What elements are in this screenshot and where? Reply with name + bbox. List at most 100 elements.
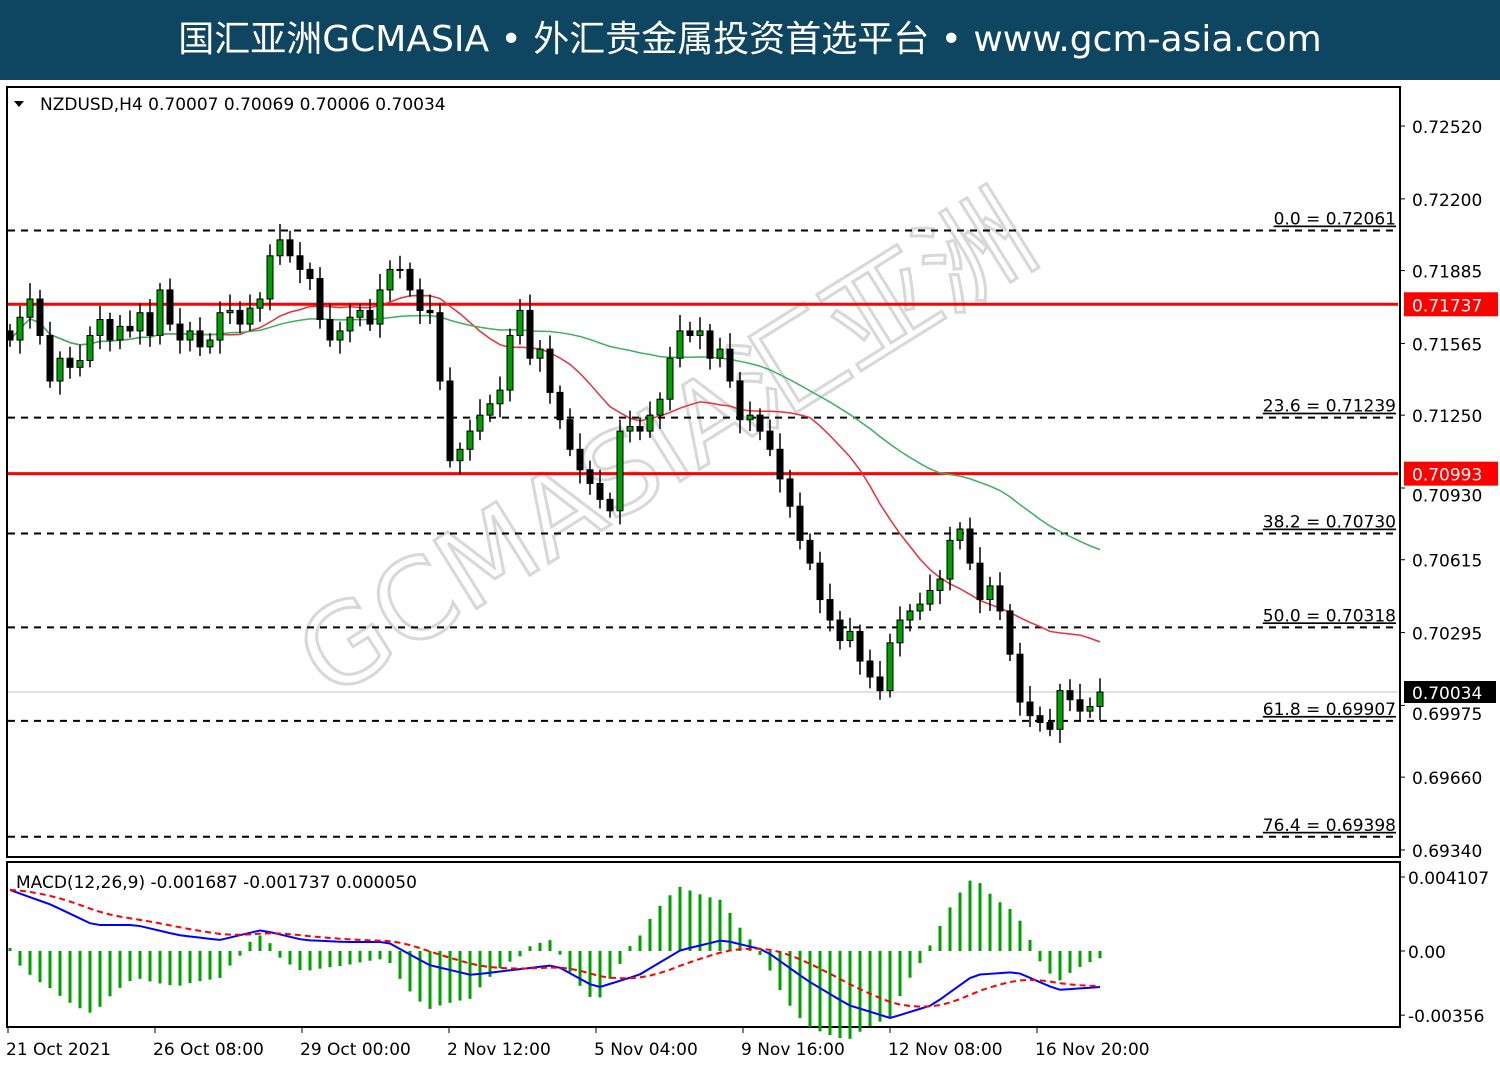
candle-bear (316, 278, 324, 321)
current-price-badge (1404, 680, 1496, 703)
candle-bull (156, 289, 164, 336)
candle-bull (346, 316, 354, 332)
dropdown-triangle-icon[interactable] (14, 101, 24, 107)
fib-label: 76.4 = 0.69398 (1263, 816, 1396, 836)
horizontal-line-label: 0.71737 (1412, 296, 1482, 316)
y-tick-label: 0.72200 (1412, 191, 1482, 211)
candle-bull (16, 316, 24, 341)
banner: 国汇亚洲GCMASIA • 外汇贵金属投资首选平台 • www.gcm-asia… (0, 0, 1500, 80)
y-tick-label: 0.71885 (1412, 263, 1482, 283)
candle-bear (966, 528, 974, 564)
candle-bull (276, 239, 284, 257)
y-tick-label: 0.70295 (1412, 625, 1482, 645)
candle-bull (356, 309, 364, 318)
candle-bull (936, 578, 944, 591)
candle-bear (526, 309, 534, 359)
candle-bear (586, 469, 594, 484)
current-price-label: 0.70034 (1412, 684, 1482, 704)
candle-bull (696, 330, 704, 336)
candle-bull (86, 334, 94, 362)
candle-bear (706, 330, 714, 359)
candle-bear (1046, 722, 1054, 730)
candle-bear (806, 539, 814, 564)
candle-bear (796, 505, 804, 541)
x-tick-label: 29 Oct 00:00 (300, 1040, 411, 1060)
candle-bear (686, 330, 694, 336)
candle-bull (476, 414, 484, 432)
fib-label: 50.0 = 0.70318 (1263, 606, 1396, 626)
candle-bull (56, 357, 64, 382)
horizontal-line-badge (1404, 461, 1498, 486)
candle-bear (556, 391, 564, 421)
candle-bear (566, 419, 574, 450)
candle-bear (406, 268, 414, 291)
horizontal-line-label: 0.70993 (1412, 466, 1482, 486)
y-tick-label: 0.69975 (1412, 705, 1482, 725)
candle-bull (946, 539, 954, 580)
candle-bull (486, 403, 494, 416)
candle-bear (1006, 610, 1014, 655)
candle-bear (826, 599, 834, 621)
y-tick-label: 0.69660 (1412, 769, 1482, 789)
candle-bull (986, 585, 994, 601)
candle-bear (876, 676, 884, 692)
candle-bear (196, 330, 204, 348)
main-pane (6, 86, 1401, 858)
candle-bear (446, 380, 454, 462)
x-tick-label: 5 Nov 04:00 (594, 1040, 698, 1060)
candle-bear (106, 319, 114, 341)
candle-bear (166, 289, 174, 325)
candle-bull (216, 312, 224, 341)
x-tick-label: 9 Nov 16:00 (741, 1040, 845, 1060)
candle-bear (1066, 690, 1074, 701)
candle-bull (656, 398, 664, 416)
candle-bull (96, 319, 104, 336)
candle-bear (816, 562, 824, 601)
candle-bear (546, 348, 554, 393)
candle-bear (736, 380, 744, 421)
x-tick-label: 16 Nov 20:00 (1035, 1040, 1150, 1060)
candle-bear (786, 478, 794, 507)
fib-label: 38.2 = 0.70730 (1263, 513, 1396, 533)
candle-bear (756, 414, 764, 432)
macd-y-tick-label: -0.00356 (1408, 1007, 1484, 1027)
candle-bull (466, 430, 474, 450)
candle-bear (976, 562, 984, 601)
candle-bear (856, 630, 864, 662)
candle-bear (296, 255, 304, 270)
candle-bear (366, 309, 374, 325)
x-tick-label: 12 Nov 08:00 (888, 1040, 1003, 1060)
candle-bear (1016, 653, 1024, 703)
candle-bull (846, 630, 854, 642)
candle-bear (126, 325, 134, 332)
horizontal-line-badge (1404, 292, 1498, 317)
candle-bull (336, 330, 344, 341)
candle-bear (576, 448, 584, 471)
candle-bear (596, 482, 604, 500)
candle-bear (1026, 701, 1034, 717)
candle-bear (1036, 715, 1044, 724)
candle-bull (716, 348, 724, 359)
candle-bull (266, 255, 274, 300)
fib-label: 0.0 = 0.72061 (1274, 210, 1396, 230)
candle-bear (436, 312, 444, 382)
candle-bull (246, 307, 254, 325)
candle-bull (496, 389, 504, 405)
candle-bull (1096, 691, 1104, 708)
candle-bear (766, 430, 774, 450)
x-tick-label: 2 Nov 12:00 (447, 1040, 551, 1060)
candle-bear (606, 498, 614, 512)
y-tick-label: 0.69340 (1412, 842, 1482, 862)
candle-bear (36, 298, 44, 336)
fib-label: 23.6 = 0.71239 (1263, 397, 1396, 417)
candle-bear (146, 312, 154, 336)
candle-bear (176, 323, 184, 341)
candle-bull (206, 339, 214, 348)
candle-bull (76, 360, 84, 368)
candle-bull (516, 309, 524, 336)
candle-bull (536, 348, 544, 359)
macd-y-tick-label: 0.00 (1408, 943, 1446, 963)
candle-bull (906, 610, 914, 621)
candle-bear (866, 660, 874, 678)
